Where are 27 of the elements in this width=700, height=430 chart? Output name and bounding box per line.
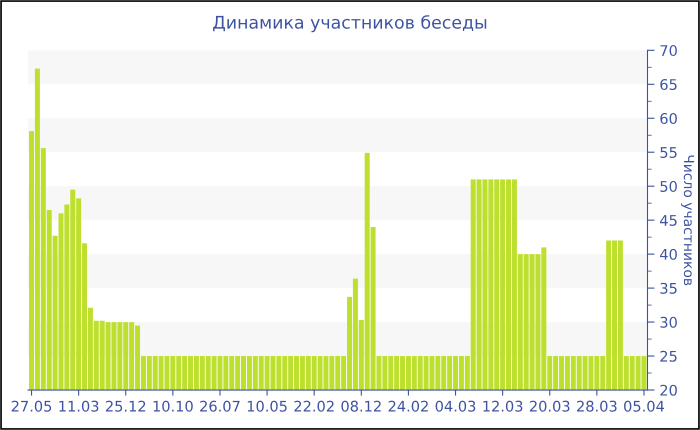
x-tick-label: 04.03 [436,400,476,412]
chart-title: Динамика участников беседы [213,15,486,32]
y-tick-label: 50 [660,180,677,192]
y-tick-label: 20 [660,384,677,396]
x-tick-label: 27.05 [12,400,52,412]
y-tick-label: 65 [660,78,677,90]
x-tick-label: 22.02 [294,400,334,412]
x-tick-label: 25.12 [106,400,146,412]
x-tick-label: 26.07 [200,400,240,412]
y-tick-label: 25 [660,350,677,362]
x-tick-label: 10.10 [154,400,193,412]
x-tick-label: 12.03 [483,400,522,412]
x-tick-label: 28.03 [577,400,617,412]
x-tick-label: 11.03 [59,400,98,412]
x-tick-label: 10.05 [248,400,287,412]
y-tick-label: 70 [660,45,677,56]
y-axis-title: Число участников [681,155,694,286]
y-tick-label: 40 [660,248,677,260]
y-tick-label: 60 [660,112,677,124]
y-tick-label: 35 [660,282,677,294]
x-tick-label: 20.03 [530,400,570,412]
x-tick-label: 08.12 [341,400,381,412]
y-tick-label: 55 [660,147,677,158]
x-tick-label: 24.02 [388,400,428,412]
y-tick-label: 30 [660,316,677,328]
y-tick-label: 45 [660,215,677,226]
x-tick-label: 05.04 [624,400,664,412]
